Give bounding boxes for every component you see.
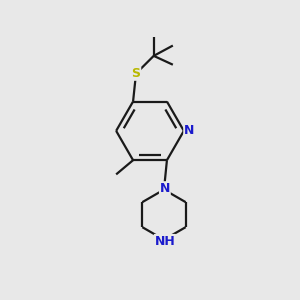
Text: N: N bbox=[184, 124, 194, 137]
Text: NH: NH bbox=[154, 235, 175, 248]
Text: N: N bbox=[160, 182, 170, 195]
Text: S: S bbox=[131, 67, 140, 80]
